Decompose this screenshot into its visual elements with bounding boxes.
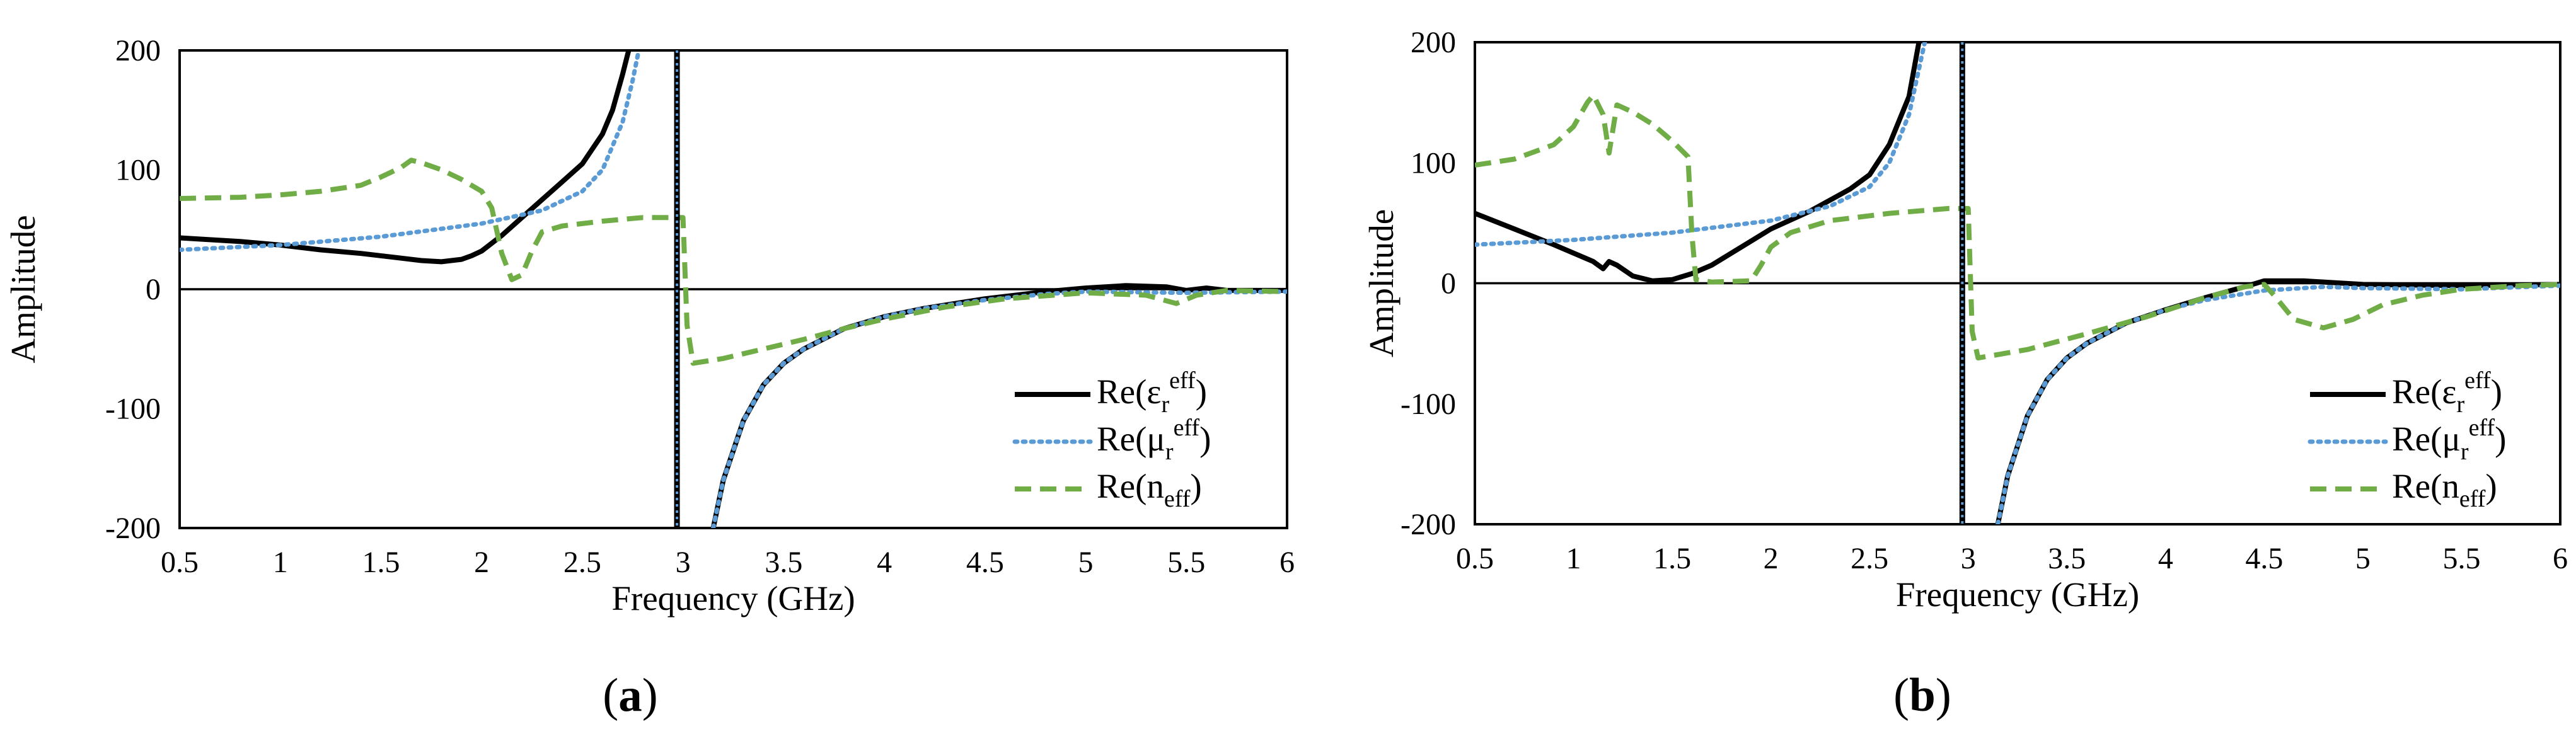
legend-label-a-1: Re(μreff) bbox=[1097, 415, 1211, 465]
legend-b: Re(εreff)Re(μreff)Re(neff) bbox=[2307, 367, 2506, 512]
y-tick-label-b: 100 bbox=[1411, 146, 1456, 180]
y-axis-title-a: Amplitude bbox=[4, 215, 42, 363]
legend-label-b-2: Re(neff) bbox=[2392, 467, 2497, 512]
series-a-2 bbox=[180, 158, 1287, 366]
x-tick-label-b: 6 bbox=[2553, 542, 2568, 575]
y-tick-label-a: 200 bbox=[115, 34, 161, 67]
x-tick-label-b: 5 bbox=[2355, 542, 2371, 575]
legend-label-b-0: Re(εreff) bbox=[2392, 367, 2502, 418]
x-axis-title-b: Frequency (GHz) bbox=[1896, 575, 2139, 614]
x-tick-label-a: 2 bbox=[474, 546, 489, 579]
x-tick-label-b: 1 bbox=[1566, 542, 1581, 575]
series-line-a-2-0 bbox=[180, 158, 1287, 366]
y-tick-label-a: 0 bbox=[146, 273, 161, 306]
legend-a: Re(εreff)Re(μreff)Re(neff) bbox=[1012, 367, 1211, 512]
chart-panel-a: 0.5 1 1.5 2 2.5 3 3.5 4 4.5 5 5.5 6 -200 -100 0 100 200 F… bbox=[4, 34, 1295, 618]
legend-label-a-2: Re(neff) bbox=[1097, 467, 1202, 512]
panel-letter-b: b bbox=[1909, 669, 1936, 721]
x-tick-label-b: 2.5 bbox=[1851, 542, 1888, 575]
x-tick-label-a: 4.5 bbox=[966, 546, 1004, 579]
x-tick-label-b: 0.5 bbox=[1456, 542, 1494, 575]
series-line-b-1-0 bbox=[1475, 42, 1927, 247]
x-tick-label-a: 3.5 bbox=[765, 546, 802, 579]
y-axis-title-b: Amplitude bbox=[1362, 209, 1401, 357]
x-tick-label-a: 5 bbox=[1078, 546, 1094, 579]
panel-letter-a: a bbox=[618, 669, 642, 721]
series-line-a-1-0 bbox=[180, 50, 641, 252]
x-tick-label-b: 3 bbox=[1961, 542, 1976, 575]
series-line-b-2-0 bbox=[1475, 93, 2560, 361]
x-tick-label-a: 2.5 bbox=[563, 546, 601, 579]
y-tick-label-a: -100 bbox=[105, 393, 161, 426]
x-tick-label-a: 1 bbox=[273, 546, 288, 579]
y-tick-label-b: -200 bbox=[1401, 508, 1456, 541]
y-tick-label-b: -100 bbox=[1401, 388, 1456, 421]
x-tick-label-b: 1.5 bbox=[1653, 542, 1691, 575]
series-line-b-0-0 bbox=[1475, 42, 1922, 284]
x-tick-label-a: 4 bbox=[877, 546, 892, 579]
legend-label-b-1: Re(μreff) bbox=[2392, 415, 2506, 465]
x-tick-label-b: 4.5 bbox=[2245, 542, 2283, 575]
y-tick-label-b: 0 bbox=[1441, 267, 1456, 301]
x-tick-label-b: 5.5 bbox=[2442, 542, 2480, 575]
x-tick-label-b: 4 bbox=[2158, 542, 2173, 575]
panel-label-a: (a) bbox=[603, 669, 657, 721]
x-tick-label-a: 1.5 bbox=[362, 546, 400, 579]
panel-label-b: (b) bbox=[1893, 669, 1951, 721]
chart-panel-b: 0.5 1 1.5 2 2.5 3 3.5 4 4.5 5 5.5 6 -200 -100 0 100 200 F… bbox=[1362, 26, 2568, 614]
x-tick-label-a: 6 bbox=[1279, 546, 1295, 579]
x-tick-label-b: 2 bbox=[1764, 542, 1779, 575]
y-tick-label-a: 100 bbox=[115, 154, 161, 187]
x-tick-label-a: 0.5 bbox=[161, 546, 199, 579]
series-line-a-0-0 bbox=[180, 50, 632, 265]
y-tick-label-a: -200 bbox=[105, 512, 161, 545]
x-tick-label-a: 3 bbox=[676, 546, 691, 579]
y-tick-label-b: 200 bbox=[1411, 26, 1456, 59]
legend-label-a-0: Re(εreff) bbox=[1097, 367, 1207, 418]
x-tick-label-b: 3.5 bbox=[2048, 542, 2086, 575]
x-tick-label-a: 5.5 bbox=[1167, 546, 1205, 579]
series-b-2 bbox=[1475, 93, 2560, 361]
x-axis-title-a: Frequency (GHz) bbox=[611, 579, 855, 618]
